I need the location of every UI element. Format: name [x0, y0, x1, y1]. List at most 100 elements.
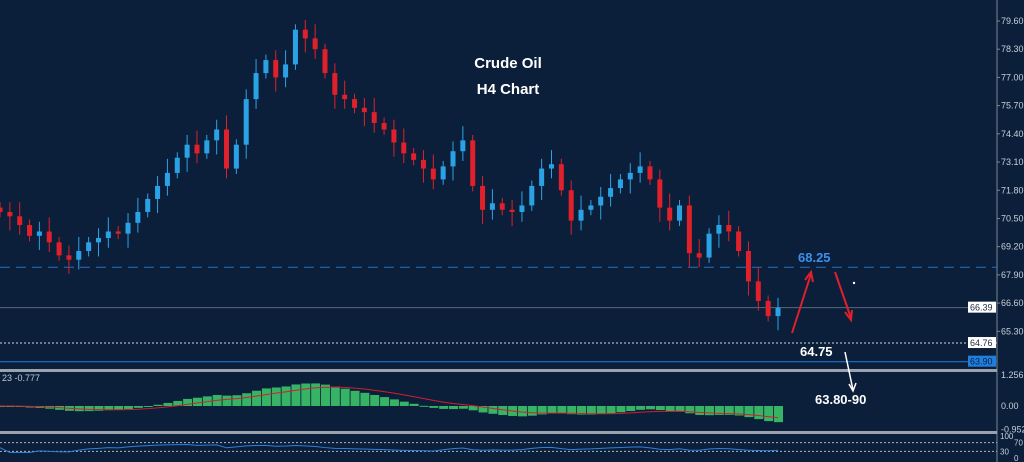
- candle-body: [548, 164, 554, 169]
- macd-bar: [183, 398, 193, 406]
- macd-bar: [114, 406, 124, 410]
- macd-bar: [370, 395, 380, 406]
- macd-bar: [705, 406, 715, 416]
- up-arrow-head: [804, 269, 814, 283]
- macd-label: 23 -0.777: [2, 373, 40, 383]
- support-label: 64.75: [800, 344, 833, 359]
- macd-bar: [498, 406, 508, 416]
- candle-body: [273, 60, 279, 78]
- marker-dot: [852, 281, 856, 285]
- macd-bar: [764, 406, 774, 422]
- candle-body: [608, 188, 614, 197]
- macd-tick-label: 0.00: [1001, 401, 1019, 411]
- macd-bar: [714, 406, 724, 415]
- macd-bar: [478, 406, 488, 413]
- macd-bar: [301, 383, 311, 406]
- y-tick-label: 66.60: [1001, 298, 1024, 308]
- candle-body: [440, 166, 446, 180]
- candle-body: [184, 144, 190, 158]
- candle-body: [430, 168, 436, 180]
- price-tag-label: 64.76: [970, 338, 993, 348]
- macd-bar: [104, 406, 114, 411]
- candle-body: [0, 207, 3, 212]
- macd-bar: [596, 406, 606, 415]
- candle-body: [706, 233, 712, 258]
- macd-bar: [626, 406, 636, 412]
- macd-bar: [557, 406, 567, 414]
- candle-body: [371, 112, 377, 123]
- down-arrow: [834, 271, 852, 319]
- candle-body: [145, 198, 151, 212]
- macd-bar: [281, 386, 291, 406]
- candle-body: [263, 60, 269, 74]
- rsi-line: [0, 443, 779, 453]
- macd-bar: [261, 388, 271, 406]
- macd-bar: [399, 401, 409, 406]
- candle-body: [745, 251, 751, 282]
- target-arrow-head: [848, 382, 857, 393]
- candle-body: [627, 172, 633, 180]
- candle-body: [56, 242, 62, 256]
- up-arrow: [791, 273, 812, 334]
- price-tag: [968, 337, 996, 349]
- candle-body: [696, 253, 702, 258]
- macd-bar: [754, 406, 764, 420]
- candle-body: [204, 140, 210, 154]
- macd-bar: [320, 384, 330, 406]
- price-tag-label: 66.39: [970, 303, 993, 313]
- candle-body: [283, 64, 289, 78]
- macd-bar: [153, 404, 163, 406]
- macd-tick-label: 1.256: [1001, 370, 1024, 380]
- candle-body: [755, 281, 761, 301]
- rsi-tick-label: 30: [1000, 447, 1009, 456]
- candle-body: [361, 107, 367, 113]
- candle-body: [716, 224, 722, 234]
- macd-bar: [606, 406, 616, 414]
- macd-signal-line: [0, 386, 779, 419]
- candle-body: [677, 205, 683, 221]
- candle-body: [155, 185, 161, 199]
- candle-body: [76, 251, 82, 260]
- macd-tick-label: -0.952: [1001, 425, 1024, 435]
- macd-bar: [567, 406, 577, 415]
- candle-body: [617, 179, 623, 189]
- chart-subtitle: H4 Chart: [477, 81, 540, 98]
- macd-bar: [133, 406, 143, 408]
- macd-bar: [537, 406, 547, 415]
- candle-body: [736, 231, 742, 252]
- candle-body: [7, 211, 13, 217]
- forecast-arrows: [791, 269, 857, 393]
- candle-body: [401, 142, 407, 154]
- macd-bar: [311, 383, 321, 406]
- candle-body: [352, 99, 358, 108]
- macd-bar: [577, 406, 587, 415]
- candle-body: [302, 29, 308, 39]
- macd-bar: [340, 388, 350, 406]
- y-tick-label: 74.40: [1001, 129, 1024, 139]
- candle-body: [598, 196, 604, 206]
- candle-body: [66, 255, 72, 260]
- candle-body: [411, 153, 417, 160]
- candle-body: [765, 300, 771, 317]
- macd-bar: [695, 406, 705, 415]
- macd-bar: [232, 395, 242, 406]
- macd-bar: [665, 406, 675, 412]
- y-tick-label: 67.90: [1001, 270, 1024, 280]
- macd-bar: [419, 405, 429, 407]
- macd-bar: [685, 406, 695, 414]
- candle-body: [233, 144, 239, 169]
- macd-bar: [380, 397, 390, 406]
- macd-bar: [734, 406, 744, 416]
- down-arrow-head: [844, 309, 853, 323]
- candle-body: [194, 144, 200, 154]
- candle-body: [342, 94, 348, 100]
- candle-body: [322, 49, 328, 74]
- macd-bar: [242, 393, 252, 406]
- macd-bar: [458, 406, 468, 409]
- candle-body: [105, 231, 111, 238]
- y-tick-label: 70.50: [1001, 213, 1024, 223]
- macd-bar: [409, 403, 419, 406]
- macd-bar: [271, 387, 281, 406]
